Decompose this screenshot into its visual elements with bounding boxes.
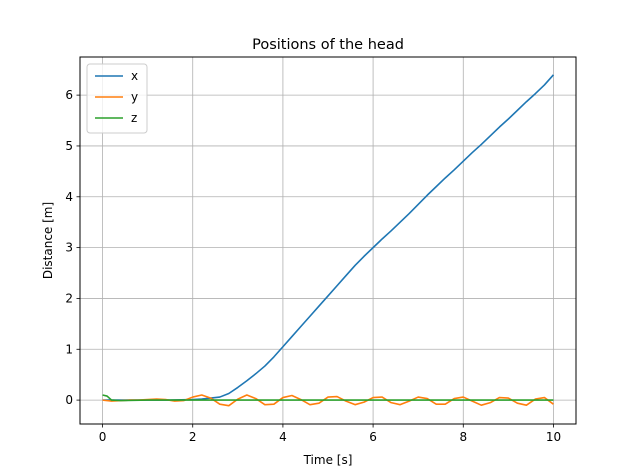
plot-frame	[79, 56, 577, 425]
series-line-x	[102, 74, 555, 401]
legend-label-z: z	[131, 111, 137, 125]
chart-title: Positions of the head	[252, 37, 404, 53]
series-line-y	[102, 394, 554, 407]
y-tick-label: 2	[65, 291, 73, 305]
y-tick-label: 3	[65, 241, 73, 255]
x-tick-label: 10	[546, 430, 561, 444]
legend-label-x: x	[131, 69, 138, 83]
y-tick-label: 1	[65, 342, 73, 356]
legend-box	[86, 63, 148, 134]
y-tick-label: 5	[65, 139, 73, 153]
x-tick-label: 0	[99, 430, 107, 444]
y-tick-label: 6	[65, 88, 73, 102]
legend-label-y: y	[131, 90, 138, 104]
x-axis-label: Time [s]	[303, 453, 353, 467]
grid	[80, 57, 576, 424]
series-layer	[102, 74, 555, 407]
series-line-z	[102, 394, 554, 402]
y-tick-label: 4	[65, 190, 73, 204]
x-tick-label: 8	[459, 430, 467, 444]
x-tick-label: 4	[279, 430, 287, 444]
legend: xyz	[86, 63, 148, 134]
ticks: 0 2 4 6 8 10 0 1 2 3 4 5 6	[65, 88, 561, 444]
y-tick-label: 0	[65, 393, 73, 407]
y-axis-label: Distance [m]	[41, 202, 55, 279]
x-tick-label: 2	[189, 430, 197, 444]
x-tick-label: 6	[369, 430, 377, 444]
